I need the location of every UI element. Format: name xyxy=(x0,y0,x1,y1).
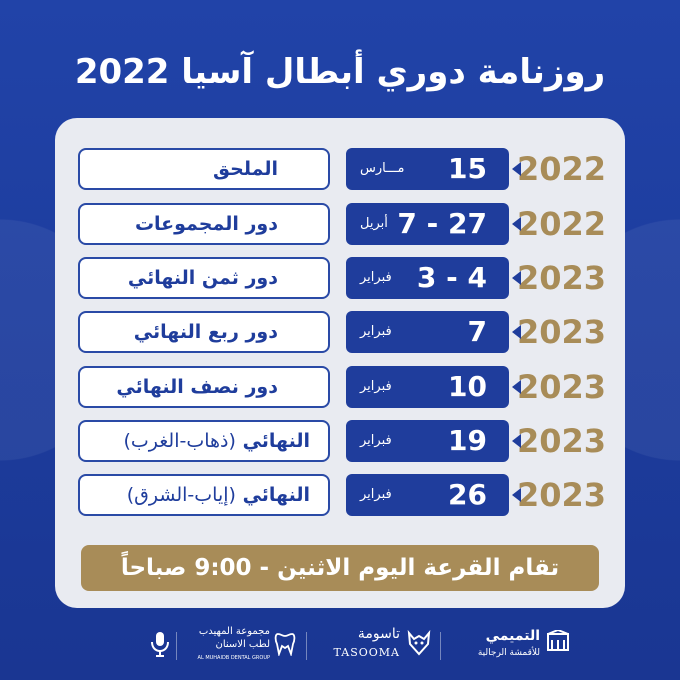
pointer-arrow-icon xyxy=(512,217,521,231)
date-month: فبراير xyxy=(360,379,392,394)
muhaidib-name: مجموعة المهيدب xyxy=(198,626,270,637)
tamimi-logo-icon xyxy=(547,630,569,651)
schedule-row: 2023 7 فبراير دور ربع النهائي xyxy=(55,311,625,353)
tamimi-subtitle: للأقمشة الرجالية xyxy=(477,648,540,658)
pointer-arrow-icon xyxy=(512,488,521,502)
stage-label: دور نصف النهائي xyxy=(116,376,278,398)
date-box: 26 فبراير xyxy=(346,474,509,516)
muhaidib-name-2: لطب الاسنان xyxy=(215,639,270,650)
date-box: 15 مـــارس xyxy=(346,148,509,190)
schedule-row: 2022 7 - 27 أبريل دور المجموعات xyxy=(55,203,625,245)
stage-label: دور ربع النهائي xyxy=(133,321,278,343)
stage-sublabel: (إياب-الشرق) xyxy=(126,484,236,506)
date-box: 19 فبراير xyxy=(346,420,509,462)
microphone-icon xyxy=(151,632,169,657)
date-month: فبراير xyxy=(360,270,392,285)
stage-label: الملحق xyxy=(213,158,278,180)
date-month: فبراير xyxy=(360,433,392,448)
schedule-row: 2023 26 فبراير النهائي (إياب-الشرق) xyxy=(55,474,625,516)
tasooma-name-ar: تاسومة xyxy=(357,626,400,642)
stage-box: دور ثمن النهائي xyxy=(78,257,330,299)
stage-box: دور ربع النهائي xyxy=(78,311,330,353)
row-year: 2023 xyxy=(517,259,607,297)
row-year: 2023 xyxy=(517,368,607,406)
sponsor-tamimi: التميمي للأقمشة الرجالية xyxy=(452,624,570,668)
row-year: 2022 xyxy=(517,205,607,243)
schedule-row: 2023 10 فبراير دور نصف النهائي xyxy=(55,366,625,408)
sponsor-muhaidib: مجموعة المهيدب لطب الاسنان AL MUHAIDB DE… xyxy=(188,624,296,668)
date-box: 3 - 4 فبراير xyxy=(346,257,509,299)
date-month: فبراير xyxy=(360,487,392,502)
pointer-arrow-icon xyxy=(512,434,521,448)
stage-label: النهائي xyxy=(242,484,310,506)
stage-label: دور المجموعات xyxy=(134,213,278,235)
stage-label: النهائي xyxy=(242,430,310,452)
date-box: 10 فبراير xyxy=(346,366,509,408)
stage-sublabel: (ذهاب-الغرب) xyxy=(123,430,236,452)
sponsor-divider xyxy=(176,632,177,660)
sponsor-tasooma: تاسومة TASOOMA xyxy=(320,624,432,668)
date-box: 7 فبراير xyxy=(346,311,509,353)
stage-box: النهائي (ذهاب-الغرب) xyxy=(78,420,330,462)
date-month: مـــارس xyxy=(360,161,405,176)
date-number: 15 xyxy=(448,152,487,185)
date-number: 3 - 4 xyxy=(416,261,487,294)
date-box: 7 - 27 أبريل xyxy=(346,203,509,245)
sponsor-divider xyxy=(440,632,441,660)
stage-box: دور المجموعات xyxy=(78,203,330,245)
draw-announcement-banner: تقام القرعة اليوم الاثنين - 9:00 صباحاً xyxy=(81,545,599,591)
schedule-row: 2023 3 - 4 فبراير دور ثمن النهائي xyxy=(55,257,625,299)
schedule-row: 2023 19 فبراير النهائي (ذهاب-الغرب) xyxy=(55,420,625,462)
row-year: 2022 xyxy=(517,150,607,188)
wolf-logo-icon xyxy=(407,630,431,656)
sponsor-microphone xyxy=(148,624,172,668)
stage-box: دور نصف النهائي xyxy=(78,366,330,408)
row-year: 2023 xyxy=(517,476,607,514)
muhaidib-name-en: AL MUHAIDB DENTAL GROUP xyxy=(197,655,270,661)
sponsor-bar: التميمي للأقمشة الرجالية تاسومة TASOOMA … xyxy=(0,624,680,668)
pointer-arrow-icon xyxy=(512,162,521,176)
date-number: 10 xyxy=(448,370,487,403)
tooth-logo-icon xyxy=(274,633,296,656)
date-number: 7 - 27 xyxy=(397,207,487,240)
pointer-arrow-icon xyxy=(512,380,521,394)
schedule-panel: 2022 15 مـــارس الملحق 2022 7 - 27 أبريل… xyxy=(55,118,625,608)
date-month: أبريل xyxy=(360,216,388,231)
pointer-arrow-icon xyxy=(512,271,521,285)
tasooma-name-en: TASOOMA xyxy=(333,646,400,659)
date-number: 26 xyxy=(448,478,487,511)
row-year: 2023 xyxy=(517,313,607,351)
tamimi-name: التميمي xyxy=(485,628,540,644)
date-month: فبراير xyxy=(360,324,392,339)
pointer-arrow-icon xyxy=(512,325,521,339)
schedule-row: 2022 15 مـــارس الملحق xyxy=(55,148,625,190)
page-title: روزنامة دوري أبطال آسيا 2022 xyxy=(74,52,606,92)
sponsor-divider xyxy=(306,632,307,660)
date-number: 19 xyxy=(448,424,487,457)
row-year: 2023 xyxy=(517,422,607,460)
stage-box: الملحق xyxy=(78,148,330,190)
stage-label: دور ثمن النهائي xyxy=(127,267,278,289)
date-number: 7 xyxy=(467,315,487,348)
stage-box: النهائي (إياب-الشرق) xyxy=(78,474,330,516)
